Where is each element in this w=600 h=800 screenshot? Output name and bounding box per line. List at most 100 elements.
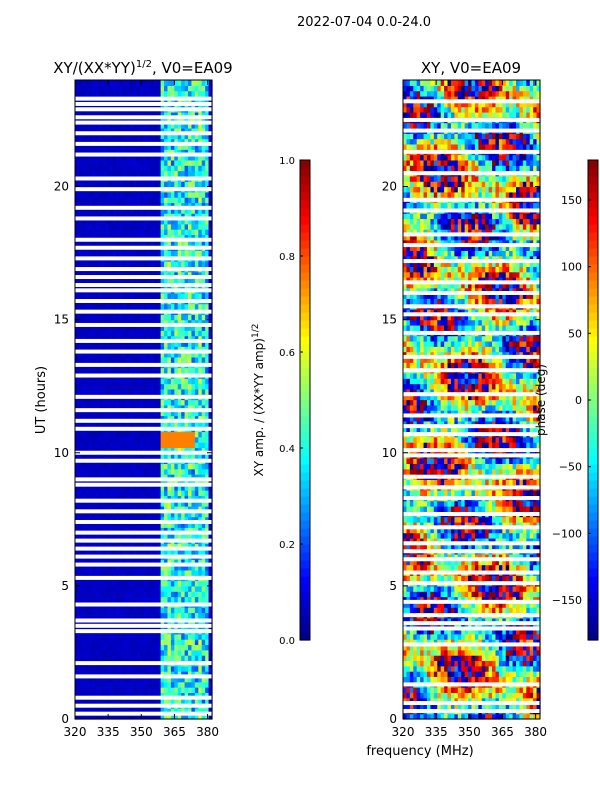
heatmap-cell bbox=[160, 527, 165, 534]
heatmap-cell bbox=[208, 181, 213, 188]
heatmap-cell bbox=[167, 159, 172, 166]
heatmap-cell bbox=[112, 649, 117, 656]
heatmap-cell bbox=[177, 564, 182, 571]
heatmap-cell bbox=[174, 218, 179, 225]
heatmap-cell bbox=[205, 213, 210, 220]
heatmap-cell bbox=[116, 223, 121, 230]
heatmap-cell bbox=[85, 85, 90, 92]
heatmap-cell bbox=[112, 500, 117, 507]
heatmap-cell bbox=[81, 399, 86, 406]
heatmap-cell bbox=[98, 442, 103, 449]
heatmap-cell bbox=[194, 468, 199, 475]
heatmap-cell bbox=[98, 420, 103, 427]
heatmap-cell bbox=[78, 713, 83, 720]
heatmap-cell bbox=[136, 80, 141, 86]
heatmap-cell bbox=[201, 420, 206, 427]
heatmap-cell bbox=[153, 324, 158, 331]
heatmap-cell bbox=[198, 543, 203, 550]
heatmap-cell bbox=[119, 229, 124, 236]
heatmap-cell bbox=[133, 324, 138, 331]
heatmap-cell bbox=[109, 90, 114, 97]
heatmap-cell bbox=[129, 324, 134, 331]
heatmap-cell bbox=[201, 293, 206, 299]
heatmap-cell bbox=[153, 607, 158, 614]
heatmap-cell bbox=[157, 468, 162, 475]
heatmap-cell bbox=[160, 154, 165, 161]
heatmap-cell bbox=[122, 612, 127, 619]
heatmap-cell bbox=[140, 191, 145, 198]
heatmap-cell bbox=[205, 165, 210, 172]
heatmap-cell bbox=[150, 133, 155, 140]
heatmap-cell bbox=[88, 596, 93, 603]
heatmap-cell bbox=[85, 415, 90, 422]
heatmap-cell bbox=[112, 143, 117, 150]
heatmap-cell bbox=[201, 410, 206, 417]
heatmap-cell bbox=[201, 521, 206, 528]
heatmap-cell bbox=[126, 367, 131, 374]
heatmap-cell bbox=[143, 383, 148, 390]
heatmap-cell bbox=[153, 223, 158, 230]
heatmap-cell bbox=[85, 197, 90, 204]
heatmap-cell bbox=[102, 250, 107, 257]
heatmap-cell bbox=[112, 665, 117, 672]
heatmap-cell bbox=[194, 564, 199, 571]
heatmap-cell bbox=[208, 697, 213, 704]
heatmap-cell bbox=[129, 580, 134, 587]
heatmap-cell bbox=[205, 314, 210, 321]
heatmap-cell bbox=[95, 319, 100, 326]
heatmap-cell bbox=[88, 639, 93, 646]
heatmap-cell bbox=[201, 181, 206, 188]
heatmap-cell bbox=[208, 356, 213, 363]
heatmap-cell bbox=[208, 639, 213, 646]
heatmap-cell bbox=[194, 484, 199, 491]
heatmap-cell bbox=[140, 340, 145, 347]
heatmap-cell bbox=[160, 516, 165, 523]
heatmap-cell bbox=[157, 484, 162, 491]
heatmap-cell bbox=[78, 213, 83, 220]
heatmap-cell bbox=[170, 468, 175, 475]
heatmap-cell bbox=[164, 463, 169, 470]
heatmap-cell bbox=[153, 335, 158, 342]
heatmap-cell bbox=[167, 154, 172, 161]
heatmap-cell bbox=[208, 580, 213, 587]
heatmap-cell bbox=[150, 250, 155, 257]
heatmap-cell bbox=[184, 410, 189, 417]
heatmap-cell bbox=[167, 559, 172, 566]
heatmap-cell bbox=[98, 479, 103, 486]
heatmap-cell bbox=[88, 676, 93, 683]
heatmap-cell bbox=[177, 85, 182, 92]
heatmap-cell bbox=[129, 607, 134, 614]
heatmap-cell bbox=[191, 80, 196, 86]
heatmap-cell bbox=[140, 687, 145, 693]
heatmap-cell bbox=[112, 181, 117, 188]
heatmap-cell bbox=[181, 356, 186, 363]
heatmap-cell bbox=[95, 324, 100, 331]
heatmap-cell bbox=[129, 378, 134, 385]
heatmap-cell bbox=[184, 181, 189, 188]
heatmap-cell bbox=[181, 127, 186, 134]
heatmap-cell bbox=[88, 431, 93, 438]
colorbar-segment bbox=[300, 240, 310, 249]
heatmap-cell bbox=[194, 521, 199, 528]
heatmap-cell bbox=[133, 133, 138, 140]
heatmap-cell bbox=[122, 490, 127, 496]
heatmap-cell bbox=[75, 351, 80, 358]
heatmap-cell bbox=[150, 223, 155, 230]
heatmap-cell bbox=[88, 612, 93, 619]
heatmap-cell bbox=[188, 644, 193, 651]
heatmap-cell bbox=[92, 111, 97, 118]
heatmap-cell bbox=[164, 532, 169, 539]
heatmap-cell bbox=[184, 474, 189, 480]
heatmap-cell bbox=[119, 671, 124, 677]
heatmap-cell bbox=[140, 90, 145, 97]
heatmap-cell bbox=[95, 261, 100, 267]
heatmap-cell bbox=[201, 447, 206, 454]
heatmap-cell bbox=[92, 138, 97, 145]
heatmap-cell bbox=[198, 548, 203, 555]
heatmap-cell bbox=[170, 490, 175, 496]
heatmap-cell bbox=[174, 234, 179, 241]
heatmap-cell bbox=[143, 415, 148, 422]
heatmap-cell bbox=[88, 580, 93, 587]
heatmap-cell bbox=[105, 239, 110, 246]
x-tick-label: 380 bbox=[196, 725, 219, 739]
